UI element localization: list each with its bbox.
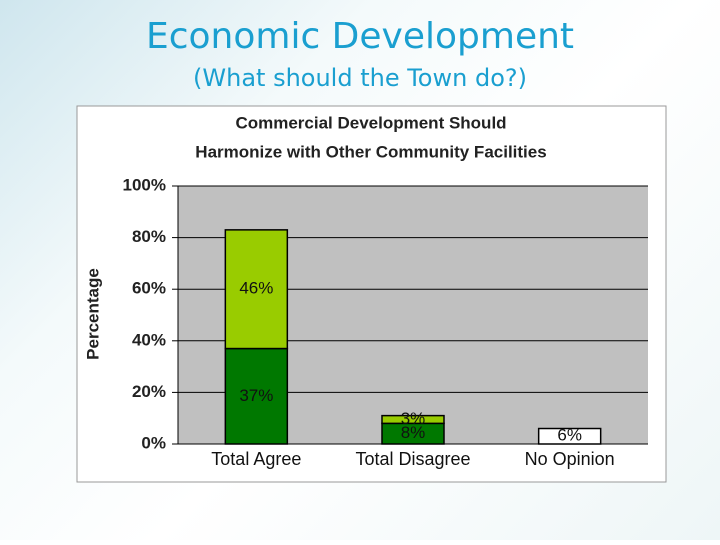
data-label: 3% [401, 409, 426, 428]
slide-title: Economic Development [146, 16, 574, 57]
chart-title: Harmonize with Other Community Facilitie… [195, 142, 546, 161]
bar-segment [537, 427, 602, 445]
data-label: 46% [239, 279, 273, 298]
y-tick-label: 40% [132, 330, 166, 349]
x-tick-label: Total Agree [211, 449, 301, 469]
y-tick-label: 60% [132, 279, 166, 298]
data-label: 8% [401, 423, 426, 442]
y-tick-label: 100% [123, 175, 166, 194]
bar-segment [381, 414, 445, 425]
y-axis-label: Percentage [83, 268, 102, 360]
x-tick-label: Total Disagree [355, 449, 470, 469]
y-tick-label: 20% [132, 382, 166, 401]
data-label: 6% [557, 426, 582, 445]
chart-title: Commercial Development Should [235, 113, 506, 132]
y-tick-label: 80% [132, 227, 166, 246]
data-label: 37% [239, 386, 273, 405]
bar-segment [224, 229, 289, 350]
slide-subtitle: (What should the Town do?) [193, 64, 527, 92]
bar-segment [224, 347, 289, 445]
x-tick-label: No Opinion [525, 449, 615, 469]
y-tick-label: 0% [141, 433, 166, 452]
